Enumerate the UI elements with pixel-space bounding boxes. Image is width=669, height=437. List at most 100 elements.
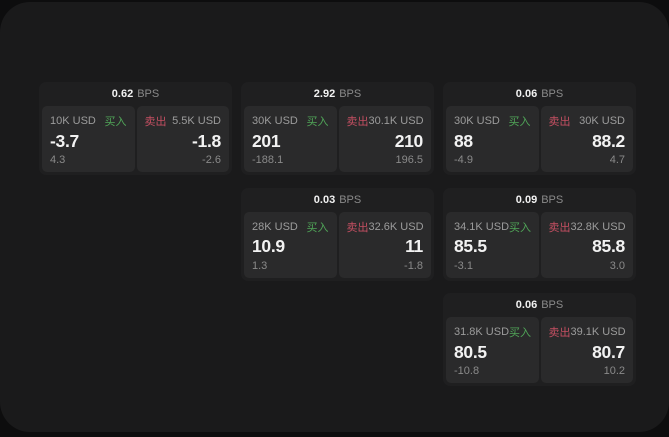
sell-top-row: 卖出 32.6K USD (347, 219, 424, 235)
buy-delta: -3.1 (454, 259, 473, 272)
bps-unit-label: BPS (541, 193, 564, 206)
buy-amount: 28K USD (252, 220, 298, 233)
buy-delta: -188.1 (252, 154, 284, 166)
sell-delta: -1.8 (404, 259, 423, 272)
buy-top-row: 34.1K USD 买入 (454, 219, 531, 235)
sell-side-label: 卖出 (346, 221, 369, 234)
buy-price: 88 (454, 130, 473, 151)
buy-amount: 31.8K USD (454, 326, 510, 338)
buy-side-label: 买入 (509, 221, 532, 234)
buy-top-row: 10K USD 买入 (50, 113, 127, 129)
card-body: 34.1K USD 买入 85.5 -3.1 卖出 32.8K USD 85.8… (443, 209, 636, 281)
bps-unit-label: BPS (339, 193, 362, 206)
buy-top-row: 30K USD 买入 (252, 113, 329, 129)
bps-value: 0.06 (515, 299, 538, 311)
buy-amount: 30K USD (454, 115, 500, 127)
sell-side-label: 卖出 (144, 116, 167, 128)
sell-amount: 39.1K USD (570, 326, 626, 338)
bps-unit-label: BPS (339, 88, 362, 100)
buy-panel[interactable]: 10K USD 买入 -3.7 4.3 (42, 106, 135, 172)
bps-unit-label: BPS (541, 299, 564, 311)
bps-value: 0.09 (515, 193, 538, 206)
quote-card[interactable]: 0.06 BPS 31.8K USD 买入 80.5 -10.8 卖出 39.1… (443, 293, 636, 386)
buy-panel[interactable]: 31.8K USD 买入 80.5 -10.8 (446, 317, 539, 383)
sell-price: -1.8 (192, 130, 221, 151)
quote-card[interactable]: 0.06 BPS 30K USD 买入 88 -4.9 卖出 30K USD 8… (443, 82, 636, 175)
sell-panel[interactable]: 卖出 5.5K USD -1.8 -2.6 (136, 106, 229, 172)
buy-panel[interactable]: 30K USD 买入 201 -188.1 (244, 106, 337, 172)
sell-top-row: 卖出 30K USD (549, 113, 626, 129)
sell-side-label: 卖出 (346, 116, 369, 128)
buy-amount: 34.1K USD (454, 220, 510, 233)
bps-value: 0.06 (515, 88, 538, 100)
quote-card[interactable]: 0.09 BPS 34.1K USD 买入 85.5 -3.1 卖出 32.8K… (443, 187, 636, 281)
sell-panel[interactable]: 卖出 39.1K USD 80.7 10.2 (540, 317, 633, 383)
sell-top-row: 卖出 30.1K USD (347, 113, 424, 129)
buy-price: 85.5 (454, 236, 487, 257)
card-header: 0.06 BPS (443, 82, 636, 103)
sell-price: 11 (405, 236, 423, 257)
card-header: 2.92 BPS (241, 82, 434, 103)
buy-delta: 4.3 (50, 154, 66, 166)
buy-side-label: 买入 (508, 116, 531, 128)
sell-delta: -2.6 (202, 154, 221, 166)
sell-panel[interactable]: 卖出 30K USD 88.2 4.7 (540, 106, 633, 172)
card-header: 0.03 BPS (241, 188, 434, 209)
buy-price: 80.5 (454, 341, 487, 362)
sell-price: 88.2 (592, 130, 625, 151)
card-body: 30K USD 买入 88 -4.9 卖出 30K USD 88.2 4.7 (443, 103, 636, 175)
buy-panel[interactable]: 34.1K USD 买入 85.5 -3.1 (446, 211, 539, 278)
sell-top-row: 卖出 5.5K USD (145, 113, 222, 129)
quote-card[interactable]: 0.03 BPS 28K USD 买入 10.9 1.3 卖出 32.6K US… (241, 187, 434, 281)
sell-side-label: 卖出 (548, 116, 571, 128)
buy-amount: 30K USD (252, 115, 298, 127)
sell-price: 210 (394, 130, 424, 151)
buy-side-label: 买入 (509, 327, 532, 339)
bps-unit-label: BPS (541, 88, 564, 100)
buy-delta: -4.9 (454, 154, 473, 166)
quote-card[interactable]: 2.92 BPS 30K USD 买入 201 -188.1 卖出 30.1K … (241, 82, 434, 175)
buy-panel[interactable]: 30K USD 买入 88 -4.9 (446, 106, 539, 172)
buy-delta: -10.8 (454, 365, 480, 377)
sell-panel[interactable]: 卖出 32.8K USD 85.8 3.0 (540, 211, 633, 278)
card-body: 28K USD 买入 10.9 1.3 卖出 32.6K USD 11 -1.8 (241, 209, 434, 281)
buy-price: 10.9 (252, 236, 285, 257)
buy-amount: 10K USD (50, 115, 96, 127)
card-body: 31.8K USD 买入 80.5 -10.8 卖出 39.1K USD 80.… (443, 314, 636, 386)
buy-top-row: 31.8K USD 买入 (454, 324, 531, 340)
sell-amount: 30.1K USD (368, 115, 424, 127)
sell-delta: 10.2 (603, 365, 625, 377)
bps-value: 0.62 (111, 88, 134, 100)
buy-price: 201 (252, 130, 281, 151)
card-header: 0.06 BPS (443, 293, 636, 314)
sell-side-label: 卖出 (548, 221, 571, 234)
sell-delta: 4.7 (609, 154, 625, 166)
buy-side-label: 买入 (104, 116, 127, 128)
sell-price: 85.8 (592, 236, 625, 257)
buy-delta: 1.3 (252, 259, 268, 272)
sell-top-row: 卖出 32.8K USD (549, 219, 626, 235)
sell-amount: 32.6K USD (368, 220, 424, 233)
card-header: 0.62 BPS (39, 82, 232, 103)
sell-amount: 32.8K USD (570, 220, 626, 233)
sell-amount: 5.5K USD (172, 115, 221, 127)
buy-panel[interactable]: 28K USD 买入 10.9 1.3 (244, 211, 337, 278)
bps-unit-label: BPS (137, 88, 160, 100)
card-body: 30K USD 买入 201 -188.1 卖出 30.1K USD 210 1… (241, 103, 434, 175)
buy-price: -3.7 (50, 130, 79, 151)
buy-top-row: 28K USD 买入 (252, 219, 329, 235)
sell-delta: 3.0 (609, 259, 625, 272)
quote-card[interactable]: 0.62 BPS 10K USD 买入 -3.7 4.3 卖出 5.5K USD… (39, 82, 232, 175)
card-body: 10K USD 买入 -3.7 4.3 卖出 5.5K USD -1.8 -2.… (39, 103, 232, 175)
sell-panel[interactable]: 卖出 30.1K USD 210 196.5 (338, 106, 431, 172)
buy-side-label: 买入 (306, 116, 329, 128)
sell-delta: 196.5 (395, 154, 423, 166)
buy-side-label: 买入 (306, 221, 329, 234)
sell-panel[interactable]: 卖出 32.6K USD 11 -1.8 (338, 211, 431, 278)
sell-price: 80.7 (592, 341, 625, 362)
sell-top-row: 卖出 39.1K USD (549, 324, 626, 340)
sell-amount: 30K USD (579, 115, 625, 127)
quote-grid: 0.62 BPS 10K USD 买入 -3.7 4.3 卖出 5.5K USD… (39, 82, 636, 386)
bps-value: 2.92 (313, 88, 336, 100)
